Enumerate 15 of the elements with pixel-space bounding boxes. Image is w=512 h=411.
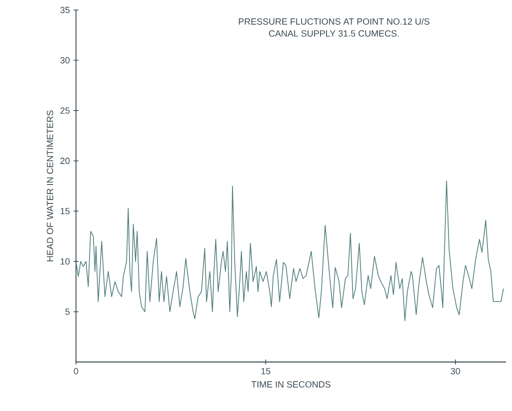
y-tick-label: 10 (60, 258, 70, 265)
x-tick-label: 15 (261, 368, 270, 374)
y-tick-label: 25 (60, 107, 70, 114)
y-tick-label: 30 (60, 57, 70, 64)
x-tick-label: 30 (450, 368, 460, 374)
x-axis-title: TIME IN SECONDS (251, 381, 330, 388)
y-axis-title: HEAD OF WATER IN CENTIMETERS (46, 110, 54, 262)
y-tick-label: 15 (60, 208, 70, 214)
y-tick-label: 5 (65, 308, 70, 315)
y-tick-label: 35 (60, 6, 70, 14)
x-tick-label: 0 (74, 368, 78, 374)
y-tick-label: 20 (60, 158, 70, 164)
text: PRESSURE FLUCTIONS AT POINT NO.12 U/S (238, 18, 430, 25)
text: CANAL SUPPLY 31.5 CUMECS. (269, 30, 399, 37)
line-series (76, 180, 504, 322)
